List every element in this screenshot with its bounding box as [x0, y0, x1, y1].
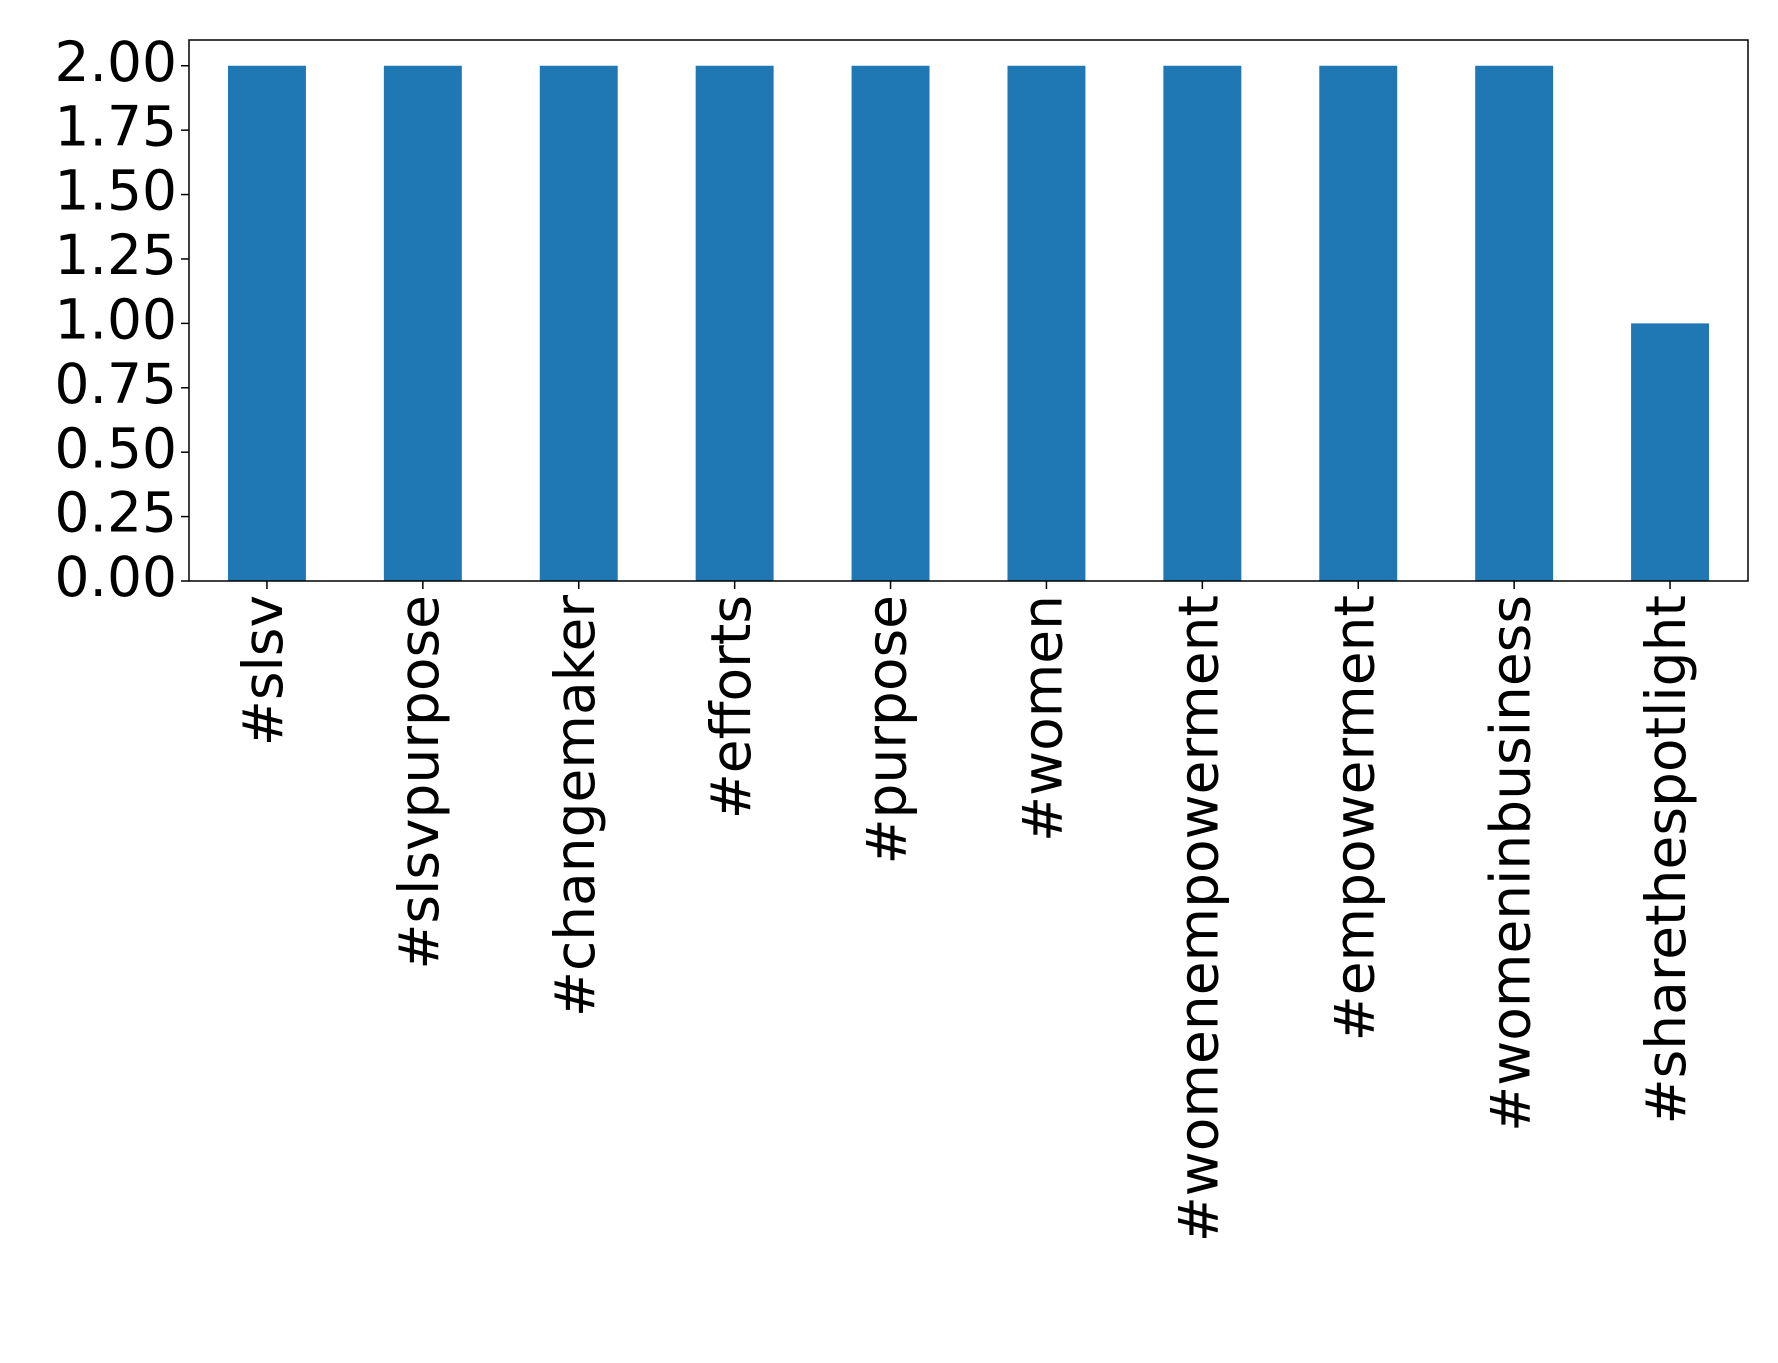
x-tick-label: #womeninbusiness: [1478, 595, 1542, 1132]
x-tick-label: #purpose: [855, 595, 919, 865]
x-tick-label: #womenempowerment: [1166, 595, 1230, 1242]
bar: [1475, 65, 1554, 581]
bar: [851, 65, 930, 581]
plot-frame: [188, 39, 1749, 582]
bar: [227, 65, 306, 581]
bar: [1631, 323, 1710, 581]
x-tick-label: #slsv: [231, 595, 295, 746]
bar: [695, 65, 774, 581]
y-tick-label: 0.25: [55, 481, 177, 545]
bar: [1007, 65, 1086, 581]
bar: [1163, 65, 1242, 581]
y-tick-label: 0.50: [55, 416, 177, 480]
x-tick-label: #changemaker: [543, 595, 607, 1018]
x-tick-label: #empowerment: [1322, 595, 1386, 1041]
y-tick-label: 0.00: [55, 545, 177, 609]
x-tick-label: #slsvpurpose: [387, 595, 451, 970]
x-tick-label: #women: [1011, 595, 1075, 842]
bar: [539, 65, 618, 581]
y-tick-label: 1.50: [55, 159, 177, 223]
x-tick-label: #sharethespotlight: [1634, 595, 1698, 1124]
y-tick-label: 0.75: [55, 352, 177, 416]
y-tick-label: 2.00: [55, 30, 177, 94]
bar: [1319, 65, 1398, 581]
bar: [383, 65, 462, 581]
y-tick-label: 1.25: [55, 223, 177, 287]
y-tick-label: 1.75: [55, 94, 177, 158]
y-tick-label: 1.00: [55, 288, 177, 352]
x-tick-label: #efforts: [699, 595, 763, 819]
